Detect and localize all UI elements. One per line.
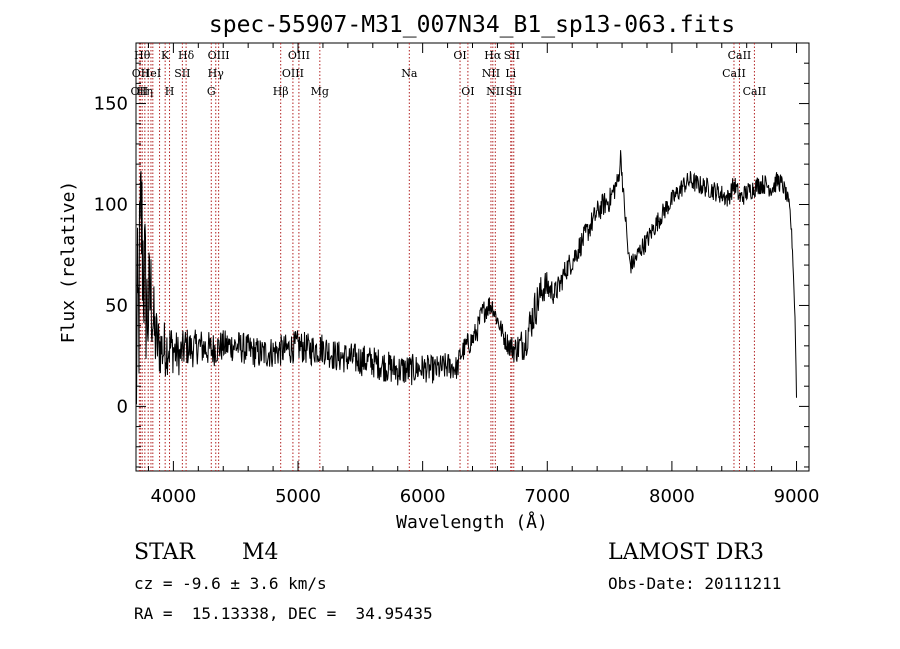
object-class: STAR [134,540,195,565]
line-label-21: OI [461,85,474,98]
line-label-16: OIII [282,67,304,80]
line-label-30: CaII [743,85,767,98]
observation-date: Obs-Date: 20111211 [608,574,782,593]
line-label-2: Hθ [134,49,151,62]
line-label-1: OII [132,67,150,80]
line-label-3: Hη [137,85,153,98]
line-label-15: Hβ [273,85,289,98]
y-axis-label: Flux (relative) [58,181,79,344]
x-tick-label-7000: 7000 [524,486,570,507]
y-tick-label-0: 0 [117,396,128,417]
line-label-5: HeI [141,67,161,80]
line-label-20: OI [453,49,466,62]
line-label-8: K [161,49,170,62]
line-label-19: Na [401,67,418,80]
line-label-10: SII [174,67,190,80]
line-label-0: OII [131,85,149,98]
survey-name: LAMOST DR3 [608,540,764,565]
line-label-12: G [207,85,216,98]
line-label-24: NII [486,85,504,98]
line-label-23: Hα [484,49,502,62]
line-label-13: Hγ [208,67,225,80]
line-label-28: CaII [722,67,746,80]
line-label-9: H [165,85,175,98]
line-label-17: OIII [288,49,310,62]
chart-title: spec-55907-M31_007N34_B1_sp13-063.fits [209,12,735,38]
x-axis-ticks: 4000 5000 6000 7000 8000 9000 [147,43,820,507]
line-label-26: SII [504,49,520,62]
x-tick-label-5000: 5000 [275,486,321,507]
x-tick-label-9000: 9000 [774,486,820,507]
y-axis-ticks: 0 50 100 150 [94,42,809,468]
y-tick-label-100: 100 [94,195,128,216]
y-tick-label-150: 150 [94,94,128,115]
sky-coordinates: RA = 15.13338, DEC = 34.95435 [134,604,433,623]
line-label-18: Mg [311,85,329,98]
x-axis-label: Wavelength (Å) [396,511,548,533]
redshift-velocity: cz = -9.6 ± 3.6 km/s [134,574,327,593]
line-label-27: SII [506,85,522,98]
y-tick-label-50: 50 [105,295,128,316]
emission-line-markers [138,43,755,471]
spectrum-series [135,150,797,405]
line-label-22: NII [482,67,500,80]
line-label-14: OIII [208,49,230,62]
line-label-25: Li [505,67,516,80]
x-tick-label-8000: 8000 [649,486,695,507]
line-label-11: Hδ [178,49,195,62]
plot-frame [135,42,810,472]
x-tick-label-4000: 4000 [150,486,196,507]
x-tick-label-6000: 6000 [400,486,446,507]
line-label-29: CaII [728,49,752,62]
object-subclass: M4 [242,540,279,565]
